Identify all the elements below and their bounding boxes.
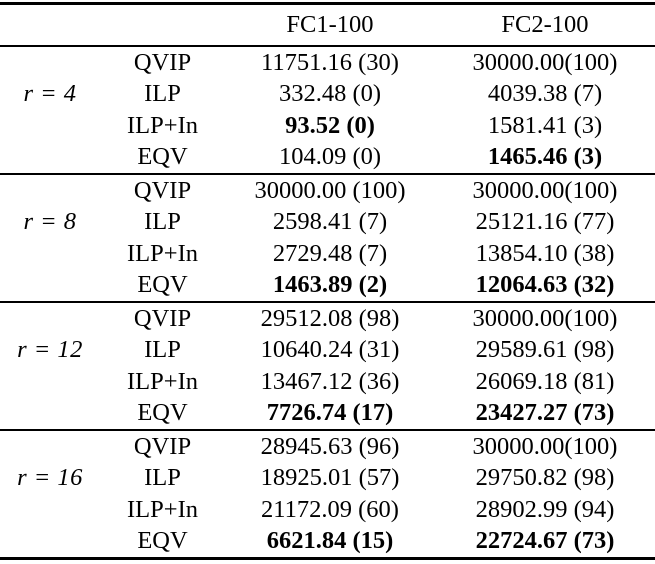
- method-cell: ILP+In: [127, 111, 198, 139]
- method-cell: QVIP: [100, 429, 225, 463]
- fc2-value-cell: 30000.00(100): [435, 173, 655, 207]
- r-label-cell: [0, 494, 100, 526]
- table-row: ILP+In 13467.12 (36) 26069.18 (81): [0, 366, 655, 398]
- fc1-value-cell: 29512.08 (98): [225, 301, 435, 335]
- method-cell: EQV: [137, 143, 188, 171]
- fc1-value-cell: 18925.01 (57): [260, 464, 400, 492]
- r-label: r = 16: [17, 464, 83, 492]
- fc1-value-cell: 6621.84 (15): [266, 527, 394, 555]
- header-col-fc2: FC2-100: [435, 3, 655, 47]
- method-cell: QVIP: [133, 48, 192, 76]
- table-row: r = 4 ILP 332.48 (0) 4039.38 (7): [0, 79, 655, 111]
- header-empty-rlabel: [0, 3, 100, 47]
- table-row: EQV 7726.74 (17) 23427.27 (73): [0, 398, 655, 431]
- r-label-cell: [0, 429, 100, 463]
- table-row: QVIP 29512.08 (98) 30000.00(100): [0, 301, 655, 335]
- fc2-value-cell: 29750.82 (98): [475, 464, 615, 492]
- fc2-value-cell: 25121.16 (77): [475, 208, 615, 236]
- method-cell: ILP+In: [127, 367, 198, 395]
- table-row: r = 12 ILP 10640.24 (31) 29589.61 (98): [0, 335, 655, 367]
- fc1-value-cell: 2729.48 (7): [272, 239, 388, 267]
- fc2-value-cell: 30000.00(100): [435, 301, 655, 335]
- table-row: ILP+In 21172.09 (60) 28902.99 (94): [0, 494, 655, 526]
- fc2-value-cell: 12064.63 (32): [475, 271, 615, 299]
- fc2-value-cell: 29589.61 (98): [475, 336, 615, 364]
- fc1-value-cell: 2598.41 (7): [272, 208, 388, 236]
- r-label-cell: [0, 46, 100, 79]
- table-row: EQV 1463.89 (2) 12064.63 (32): [0, 270, 655, 303]
- method-cell: QVIP: [100, 173, 225, 207]
- r-label: r = 4: [23, 80, 77, 108]
- r-label-cell: [0, 238, 100, 270]
- fc1-value-cell: 30000.00 (100): [225, 173, 435, 207]
- method-cell: ILP+In: [127, 495, 198, 523]
- table-row: QVIP 11751.16 (30) 30000.00(100): [0, 46, 655, 79]
- header-empty-method: [100, 3, 225, 47]
- r-label-cell: [0, 173, 100, 207]
- fc1-value-cell: 13467.12 (36): [260, 367, 400, 395]
- fc2-value-cell: 23427.27 (73): [475, 399, 615, 427]
- table-row: ILP+In 2729.48 (7) 13854.10 (38): [0, 238, 655, 270]
- fc2-value-cell: 30000.00(100): [435, 429, 655, 463]
- fc2-value-cell: 13854.10 (38): [475, 239, 615, 267]
- r-label-cell: [0, 301, 100, 335]
- fc1-value-cell: 1463.89 (2): [272, 271, 388, 299]
- table-row: EQV 6621.84 (15) 22724.67 (73): [0, 526, 655, 559]
- method-cell: ILP: [144, 336, 181, 364]
- r-label: r = 8: [23, 208, 77, 236]
- fc1-value-cell: 93.52 (0): [285, 111, 375, 139]
- method-cell: ILP: [144, 464, 181, 492]
- r-label-cell: [0, 398, 100, 431]
- group-r-16: QVIP 28945.63 (96) 30000.00(100) r = 16 …: [0, 429, 655, 559]
- fc2-value-cell: 30000.00(100): [472, 48, 618, 76]
- table-row: QVIP 30000.00 (100) 30000.00(100): [0, 173, 655, 207]
- method-cell: ILP+In: [127, 239, 198, 267]
- r-label: r = 12: [17, 336, 83, 364]
- r-label-cell: [0, 366, 100, 398]
- fc1-value-cell: 10640.24 (31): [260, 336, 400, 364]
- method-cell: EQV: [137, 271, 188, 299]
- group-r-8: QVIP 30000.00 (100) 30000.00(100) r = 8 …: [0, 173, 655, 303]
- header-row: FC1-100 FC2-100: [0, 3, 655, 47]
- table-row: r = 16 ILP 18925.01 (57) 29750.82 (98): [0, 463, 655, 495]
- fc1-value-cell: 11751.16 (30): [261, 48, 399, 76]
- fc2-value-cell: 1465.46 (3): [487, 143, 603, 171]
- r-label-cell: [0, 270, 100, 303]
- method-cell: QVIP: [100, 301, 225, 335]
- table-row: EQV 104.09 (0) 1465.46 (3): [0, 142, 655, 175]
- table-header: FC1-100 FC2-100: [0, 3, 655, 47]
- fc2-value-cell: 1581.41 (3): [487, 111, 603, 139]
- fc2-value-cell: 22724.67 (73): [475, 527, 615, 555]
- table-row: QVIP 28945.63 (96) 30000.00(100): [0, 429, 655, 463]
- fc2-value-cell: 26069.18 (81): [475, 367, 615, 395]
- method-cell: EQV: [137, 527, 188, 555]
- header-col-fc1: FC1-100: [225, 3, 435, 47]
- r-label-cell: [0, 142, 100, 175]
- fc1-value-cell: 332.48 (0): [278, 80, 382, 108]
- fc1-value-cell: 7726.74 (17): [266, 399, 394, 427]
- table-row: r = 8 ILP 2598.41 (7) 25121.16 (77): [0, 207, 655, 239]
- method-cell: ILP: [144, 80, 181, 108]
- r-label-cell: [0, 526, 100, 559]
- table-row: ILP+In 93.52 (0) 1581.41 (3): [0, 110, 655, 142]
- group-r-4: QVIP 11751.16 (30) 30000.00(100) r = 4 I…: [0, 46, 655, 174]
- method-cell: EQV: [137, 399, 188, 427]
- fc2-value-cell: 4039.38 (7): [487, 80, 603, 108]
- fc1-value-cell: 21172.09 (60): [261, 495, 399, 523]
- fc1-value-cell: 104.09 (0): [278, 143, 382, 171]
- r-label-cell: [0, 110, 100, 142]
- method-cell: ILP: [144, 208, 181, 236]
- group-r-12: QVIP 29512.08 (98) 30000.00(100) r = 12 …: [0, 301, 655, 431]
- fc2-value-cell: 28902.99 (94): [475, 495, 615, 523]
- fc1-value-cell: 28945.63 (96): [225, 429, 435, 463]
